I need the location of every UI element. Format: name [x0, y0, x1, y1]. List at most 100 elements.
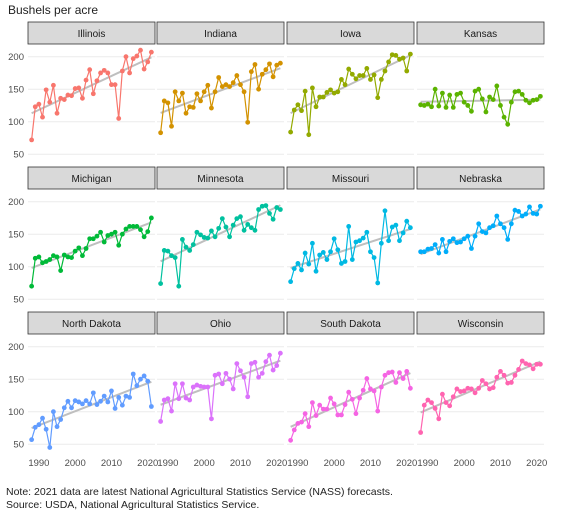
- data-point: [527, 204, 532, 210]
- data-point: [317, 94, 323, 100]
- data-point: [425, 101, 431, 107]
- data-point: [339, 77, 344, 82]
- data-point: [219, 84, 225, 89]
- chart-notes: Note: 2021 data are latest National Agri…: [6, 486, 393, 512]
- data-point: [346, 224, 352, 229]
- data-point: [288, 437, 294, 443]
- data-point: [61, 405, 67, 411]
- data-point: [238, 214, 243, 220]
- data-point: [194, 229, 200, 235]
- facet-label: Wisconsin: [458, 319, 504, 330]
- data-point: [418, 430, 424, 435]
- data-point: [472, 88, 478, 94]
- data-point: [331, 90, 337, 96]
- data-point: [324, 406, 330, 412]
- data-point: [270, 216, 276, 222]
- data-point: [310, 400, 315, 405]
- data-point: [291, 107, 297, 113]
- facet-label: Ohio: [210, 319, 232, 330]
- data-point: [212, 89, 218, 95]
- data-point: [454, 240, 460, 246]
- x-tick-label: 2010: [101, 458, 122, 469]
- data-point: [259, 370, 265, 376]
- facet-label: Michigan: [71, 174, 111, 185]
- data-point: [404, 218, 410, 224]
- data-point: [432, 86, 438, 92]
- data-point: [454, 92, 460, 97]
- data-point: [259, 203, 265, 209]
- data-point: [238, 82, 243, 88]
- data-point: [263, 359, 269, 365]
- data-point: [87, 67, 93, 73]
- data-point: [353, 411, 359, 417]
- data-point: [429, 400, 434, 405]
- data-point: [353, 239, 359, 245]
- data-point: [252, 62, 258, 67]
- data-point: [176, 396, 182, 402]
- data-point: [519, 92, 525, 97]
- data-point: [158, 281, 164, 286]
- data-point: [248, 361, 254, 366]
- x-tick-label: 2010: [230, 458, 251, 469]
- data-point: [263, 67, 269, 73]
- data-point: [29, 137, 35, 143]
- data-point: [339, 412, 344, 418]
- data-point: [469, 386, 474, 392]
- data-point: [234, 73, 240, 78]
- data-point: [447, 403, 453, 409]
- data-point: [490, 97, 496, 102]
- data-point: [187, 397, 193, 403]
- data-point: [241, 374, 247, 380]
- data-point: [87, 401, 93, 407]
- data-point: [368, 249, 373, 255]
- data-point: [288, 129, 294, 135]
- data-point: [119, 402, 125, 408]
- series-line: [31, 373, 152, 448]
- data-point: [227, 234, 232, 240]
- data-point: [469, 108, 474, 114]
- series-line: [420, 360, 541, 433]
- data-point: [295, 261, 301, 266]
- data-point: [190, 242, 196, 248]
- data-point: [537, 203, 543, 209]
- data-point: [98, 398, 103, 404]
- data-point: [490, 385, 496, 391]
- data-point: [234, 216, 240, 222]
- facet-strip: [416, 21, 545, 45]
- data-point: [450, 394, 456, 400]
- data-point: [458, 90, 463, 96]
- data-point: [245, 222, 251, 227]
- data-point: [76, 399, 82, 405]
- data-point: [505, 237, 511, 242]
- data-point: [241, 227, 247, 233]
- data-point: [407, 225, 413, 231]
- data-point: [461, 99, 467, 105]
- data-point: [349, 396, 355, 402]
- data-point: [119, 231, 125, 237]
- data-point: [310, 240, 315, 246]
- y-tick-label: 150: [8, 375, 24, 386]
- data-point: [306, 261, 312, 267]
- data-point: [83, 246, 89, 251]
- data-point: [241, 89, 247, 95]
- data-point: [123, 54, 129, 60]
- data-point: [429, 246, 434, 251]
- data-point: [198, 383, 203, 389]
- data-point: [209, 416, 214, 422]
- data-point: [530, 211, 536, 216]
- data-point: [534, 97, 540, 102]
- data-point: [238, 368, 243, 374]
- x-tick-label: 2010: [490, 458, 511, 469]
- data-point: [371, 255, 377, 260]
- facet-panel: South Dakota: [286, 311, 415, 445]
- data-point: [450, 236, 456, 242]
- data-point: [299, 419, 304, 425]
- data-point: [360, 235, 366, 241]
- data-point: [299, 267, 304, 273]
- data-point: [302, 88, 308, 94]
- y-tick-label: 50: [13, 440, 24, 451]
- data-point: [43, 426, 49, 432]
- data-point: [176, 283, 182, 289]
- data-point: [397, 370, 402, 376]
